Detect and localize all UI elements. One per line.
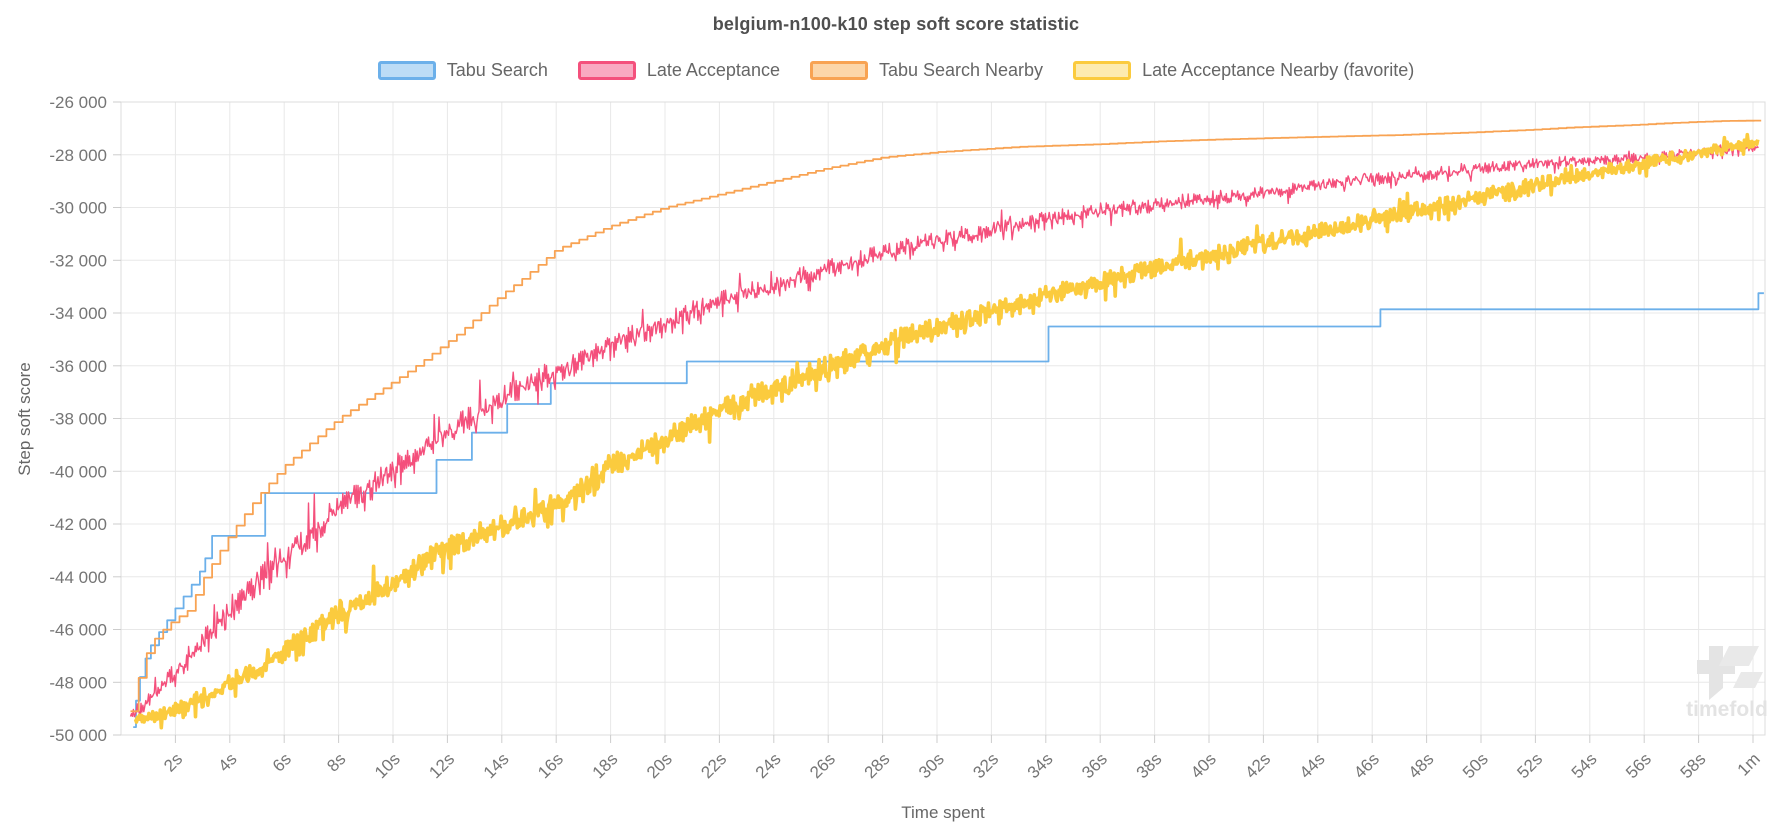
- svg-text:12s: 12s: [425, 749, 458, 782]
- svg-text:36s: 36s: [1078, 749, 1111, 782]
- series-line-tabu-search: [133, 292, 1764, 728]
- svg-text:44s: 44s: [1296, 749, 1329, 782]
- svg-text:26s: 26s: [806, 749, 839, 782]
- svg-text:-36 000: -36 000: [49, 357, 107, 376]
- svg-text:50s: 50s: [1459, 749, 1492, 782]
- svg-text:1m: 1m: [1734, 749, 1764, 779]
- legend-swatch-late-acceptance: [577, 61, 636, 80]
- svg-text:40s: 40s: [1187, 749, 1220, 782]
- svg-text:-30 000: -30 000: [49, 199, 107, 218]
- legend-swatch-tabu-search: [377, 61, 436, 80]
- x-axis-title: Time spent: [901, 803, 985, 822]
- svg-text:6s: 6s: [269, 749, 295, 775]
- svg-text:-42 000: -42 000: [49, 515, 107, 534]
- svg-text:30s: 30s: [915, 749, 948, 782]
- chart-legend: Tabu Search Late Acceptance Tabu Search Ne…: [0, 60, 1792, 81]
- svg-text:14s: 14s: [480, 749, 513, 782]
- legend-item-late-acceptance-nearby-favorite[interactable]: Late Acceptance Nearby (favorite): [1073, 60, 1414, 81]
- svg-text:28s: 28s: [861, 749, 894, 782]
- svg-text:-40 000: -40 000: [49, 462, 107, 481]
- svg-text:34s: 34s: [1024, 749, 1057, 782]
- svg-text:42s: 42s: [1241, 749, 1274, 782]
- svg-text:-32 000: -32 000: [49, 251, 107, 270]
- svg-text:38s: 38s: [1133, 749, 1166, 782]
- svg-text:56s: 56s: [1622, 749, 1655, 782]
- series-line-late-acceptance: [129, 143, 1759, 721]
- svg-text:8s: 8s: [323, 749, 349, 775]
- legend-item-tabu-search[interactable]: Tabu Search: [377, 60, 548, 81]
- svg-text:58s: 58s: [1677, 749, 1710, 782]
- svg-text:-46 000: -46 000: [49, 621, 107, 640]
- axis-ticks: [113, 101, 1754, 743]
- svg-text:18s: 18s: [589, 749, 622, 782]
- series-line-late-acceptance-nearby-favorite: [133, 132, 1760, 730]
- svg-text:32s: 32s: [969, 749, 1002, 782]
- svg-text:22s: 22s: [697, 749, 730, 782]
- svg-text:-48 000: -48 000: [49, 673, 107, 692]
- svg-text:16s: 16s: [534, 749, 567, 782]
- timefold-watermark: timefold: [1686, 646, 1768, 721]
- svg-text:46s: 46s: [1350, 749, 1383, 782]
- svg-text:-50 000: -50 000: [49, 726, 107, 745]
- svg-text:-44 000: -44 000: [49, 568, 107, 587]
- legend-label: Late Acceptance: [646, 60, 780, 80]
- series-line-tabu-search-nearby: [130, 119, 1762, 713]
- svg-text:4s: 4s: [214, 749, 240, 775]
- svg-text:-38 000: -38 000: [49, 410, 107, 429]
- legend-label: Late Acceptance Nearby (favorite): [1142, 60, 1415, 80]
- svg-text:20s: 20s: [643, 749, 676, 782]
- svg-text:54s: 54s: [1568, 749, 1601, 782]
- svg-text:10s: 10s: [371, 749, 404, 782]
- svg-text:24s: 24s: [752, 749, 785, 782]
- svg-text:-26 000: -26 000: [49, 93, 107, 112]
- svg-text:-28 000: -28 000: [49, 146, 107, 165]
- legend-label: Tabu Search: [446, 60, 548, 80]
- watermark-text: timefold: [1686, 698, 1768, 721]
- svg-text:48s: 48s: [1405, 749, 1438, 782]
- svg-text:2s: 2s: [160, 749, 186, 775]
- legend-label: Tabu Search Nearby: [878, 60, 1044, 80]
- legend-item-late-acceptance[interactable]: Late Acceptance: [577, 60, 780, 81]
- chart-title: belgium-n100-k10 step soft score statist…: [712, 14, 1080, 34]
- svg-text:52s: 52s: [1513, 749, 1546, 782]
- legend-item-tabu-search-nearby[interactable]: Tabu Search Nearby: [809, 60, 1044, 81]
- y-tick-labels: -26 000 -28 000 -30 000 -32 000 -34 000 -36 0…: [49, 93, 107, 745]
- y-axis-title: Step soft score: [15, 362, 34, 475]
- x-tick-labels: 2s 4s 6s 8s 10s 12s 14s 16s 18s 20s 22s 24s 26s 28s 30…: [160, 749, 1764, 782]
- svg-text:-34 000: -34 000: [49, 304, 107, 323]
- legend-swatch-tabu-search-nearby: [809, 61, 868, 80]
- legend-swatch-late-acceptance-nearby-favorite: [1073, 61, 1132, 80]
